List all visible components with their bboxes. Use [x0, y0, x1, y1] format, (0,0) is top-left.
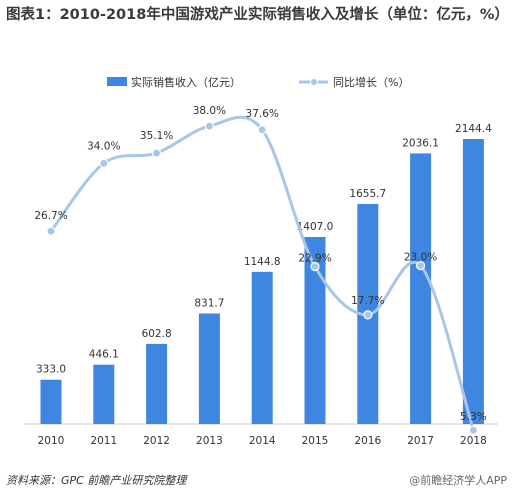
bar-2018	[462, 139, 484, 424]
bar-2012	[146, 343, 168, 424]
x-tick-labels: 2010 2011 2012 2013 2014 2015 2016 2017 2018	[38, 435, 487, 447]
bar-label-2011: 446.1	[89, 349, 119, 361]
growth-label-2015: 22.9%	[298, 253, 331, 265]
legend: 实际销售收入（亿元） 同比增长（%）	[107, 75, 409, 89]
legend-line-label: 同比增长（%）	[333, 75, 409, 89]
bar-label-2012: 602.8	[142, 328, 172, 340]
x-tick-2011: 2011	[90, 435, 117, 447]
source-note: 资料来源：GPC 前瞻产业研究院整理	[6, 474, 187, 487]
chart-title: 图表1：2010-2018年中国游戏产业实际销售收入及增长（单位：亿元，%）	[6, 7, 509, 23]
bar-label-2018: 2144.4	[455, 123, 492, 135]
x-tick-2013: 2013	[196, 435, 223, 447]
growth-point-2014	[257, 125, 267, 135]
x-tick-2016: 2016	[354, 435, 381, 447]
bar-label-2010: 333.0	[36, 364, 66, 376]
legend-line-marker	[310, 78, 318, 86]
legend-bar-label: 实际销售收入（亿元）	[131, 75, 241, 89]
x-tick-2017: 2017	[407, 435, 434, 447]
growth-label-2013: 38.0%	[193, 105, 226, 117]
growth-point-2012	[152, 148, 162, 158]
x-tick-2015: 2015	[302, 435, 329, 447]
growth-label-2011: 34.0%	[87, 140, 120, 152]
growth-point-2011	[99, 158, 109, 168]
bar-series: 333.0 446.1 602.8 831.7 1144.8 1407.0 1655.7 20…	[36, 123, 492, 424]
growth-point-2015	[310, 261, 320, 272]
legend-bar-swatch	[107, 77, 127, 86]
growth-label-2018: 5.3%	[460, 411, 487, 423]
bar-label-2017: 2036.1	[402, 137, 439, 149]
growth-point-2017	[416, 261, 426, 271]
growth-label-2016: 17.7%	[351, 295, 384, 307]
bar-2011	[93, 364, 115, 424]
growth-label-2014: 37.6%	[246, 108, 279, 120]
growth-point-2013	[204, 121, 214, 131]
x-tick-2014: 2014	[249, 435, 276, 447]
growth-label-2017: 23.0%	[404, 252, 437, 264]
x-tick-2012: 2012	[143, 435, 170, 447]
bar-label-2016: 1655.7	[349, 188, 386, 200]
growth-point-2016	[363, 310, 373, 320]
x-tick-2010: 2010	[38, 435, 65, 447]
bar-2017	[410, 153, 432, 424]
line-series: 26.7% 34.0% 35.1% 38.0% 37.6% 22.9% 17.7% 23.0%…	[34, 105, 487, 435]
watermark-text: @前瞻经济学人APP	[409, 474, 507, 487]
growth-label-2010: 26.7%	[34, 210, 67, 222]
growth-point-2018	[468, 425, 478, 435]
bar-2015	[304, 237, 326, 424]
growth-label-2012: 35.1%	[140, 130, 173, 142]
bar-2013	[198, 313, 220, 424]
x-tick-2018: 2018	[460, 435, 487, 447]
growth-point-2010	[46, 226, 56, 236]
bar-label-2013: 831.7	[194, 297, 224, 309]
bar-2014	[251, 271, 273, 424]
bar-label-2015: 1407.0	[297, 221, 334, 233]
bar-2010	[40, 379, 62, 424]
bar-label-2014: 1144.8	[244, 256, 281, 268]
